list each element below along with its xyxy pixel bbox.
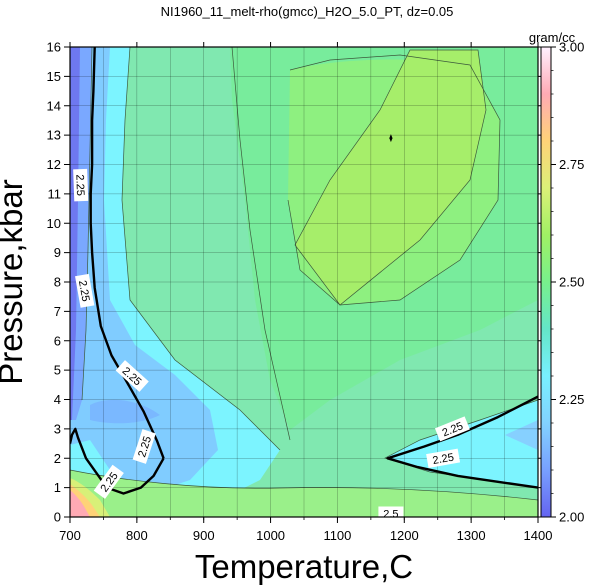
contour-label-box xyxy=(75,273,95,308)
contour-label-box xyxy=(93,464,124,499)
y-tick-label: 1 xyxy=(54,480,61,495)
y-tick-label: 12 xyxy=(47,157,61,172)
contour-label-8: 2.5 xyxy=(378,506,404,521)
y-tick-label: 16 xyxy=(47,40,61,55)
y-tick-label: 7 xyxy=(54,304,61,319)
bold-contours-2-25 xyxy=(70,47,538,495)
colorbar-tick-label: 3.00 xyxy=(559,40,584,55)
colorbar-tick-label: 2.50 xyxy=(559,275,584,290)
colorbar-tick-label: 2.25 xyxy=(559,392,584,407)
colorbar-tick-label: 2.00 xyxy=(559,510,584,525)
x-tick-label: 700 xyxy=(59,528,81,543)
x-tick-label: 1400 xyxy=(524,528,553,543)
y-tick-label: 14 xyxy=(47,98,61,113)
bold-contour-1 xyxy=(89,47,165,459)
contour-label-1: 2.25 xyxy=(73,168,89,202)
contour-label-text: 2.25 xyxy=(73,174,86,196)
chart-title: NI1960_11_melt-rho(gmcc)_H2O_5.0_PT, dz=… xyxy=(161,4,454,19)
x-tick-label: 800 xyxy=(126,528,148,543)
contour-label-box xyxy=(132,429,156,464)
contour-fill-low-pocket xyxy=(90,399,160,424)
y-tick-label: 6 xyxy=(54,333,61,348)
x-tick-label: 1000 xyxy=(256,528,285,543)
contour-label-box xyxy=(434,416,470,442)
y-tick-label: 4 xyxy=(54,392,61,407)
x-axis-label: Temperature,C xyxy=(195,548,413,585)
contour-label-2: 2.25 xyxy=(75,273,95,308)
filled-contours xyxy=(70,47,538,517)
x-tick-label: 1200 xyxy=(390,528,419,543)
colorbar-tick-label: 2.75 xyxy=(559,157,584,172)
contour-fill-bottom-pink xyxy=(70,490,90,517)
contour-fill-right-blue xyxy=(505,420,538,450)
contour-fill-low-deep-blue xyxy=(70,47,80,420)
colorbar-gradient xyxy=(541,47,551,517)
contour-label-text: 2.25 xyxy=(76,279,92,302)
y-tick-label: 10 xyxy=(47,216,61,231)
contour-fill-low-blue-band xyxy=(70,47,218,490)
contour-label-6: 2.25 xyxy=(426,448,461,468)
y-tick-label: 9 xyxy=(54,245,61,260)
y-tick-label: 2 xyxy=(54,451,61,466)
y-tick-label: 0 xyxy=(54,510,61,525)
y-tick-label: 3 xyxy=(54,421,61,436)
contour-label-box xyxy=(426,448,461,468)
contour-fill-right-cyan xyxy=(385,400,538,488)
max-marker xyxy=(389,134,393,143)
y-tick-label: 8 xyxy=(54,275,61,290)
contour-label-text: 2.25 xyxy=(432,452,455,468)
x-tick-label: 900 xyxy=(193,528,215,543)
x-tick-label: 1100 xyxy=(323,528,351,543)
contour-label-box xyxy=(115,360,149,392)
x-tick-label: 1300 xyxy=(457,528,486,543)
contour-label-text: 2.5 xyxy=(383,509,398,521)
bold-contour-2 xyxy=(70,427,165,495)
thin-contour-lines xyxy=(70,47,538,501)
y-axis-label: Pressure,kbar xyxy=(0,179,29,384)
colorbar-label: gram/cc xyxy=(529,30,576,45)
contour-fill-peak xyxy=(295,50,486,305)
contour-label-box xyxy=(378,506,404,517)
grid-lines xyxy=(70,47,538,517)
y-tick-label: 15 xyxy=(47,69,61,84)
bold-contour-3 xyxy=(386,395,538,489)
contour-label-box xyxy=(73,168,89,202)
x-axis: 700 800 900 1000 1100 1200 1300 1400 xyxy=(59,42,552,543)
y-tick-label: 13 xyxy=(47,128,61,143)
y-tick-label: 11 xyxy=(48,186,62,201)
y-tick-label: 5 xyxy=(54,363,61,378)
plot-area: 2.252.252.252.252.252.252.252.5 xyxy=(70,47,538,521)
colorbar: gram/cc 2.00 2.25 2.50 2.75 3.00 xyxy=(529,30,584,525)
